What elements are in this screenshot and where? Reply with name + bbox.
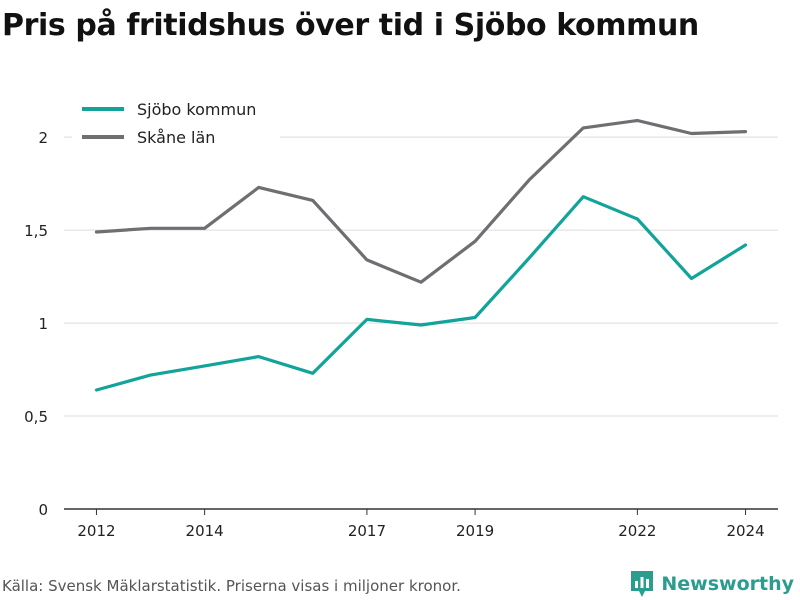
x-tick-label: 2024 [726,522,764,540]
chart-title: Pris på fritidshus över tid i Sjöbo komm… [2,8,699,43]
x-tick-label: 2022 [618,522,656,540]
series-line-sk-ne-l-n [94,118,748,284]
series-lines [94,118,748,392]
y-tick-label: 0 [38,501,48,519]
legend: Sjöbo kommun Skåne län [72,92,280,154]
source-caption: Källa: Svensk Mäklarstatistik. Priserna … [2,577,461,595]
brand-name: Newsworthy [661,573,794,595]
y-tick-label: 1 [38,315,48,333]
x-tick-label: 2014 [186,522,224,540]
y-tick-label: 0,5 [24,408,48,426]
legend-label: Skåne län [137,128,215,147]
y-tick-label: 1,5 [24,222,48,240]
legend-background [72,92,280,154]
legend-label: Sjöbo kommun [137,100,256,119]
x-tick-label: 2012 [77,522,115,540]
x-tick-label: 2019 [456,522,494,540]
newsworthy-logo-icon [631,571,654,597]
x-tick-label: 2017 [348,522,386,540]
gridlines [64,136,778,417]
series-line-sj-bo-kommun [94,195,748,392]
brand-logo: Newsworthy [629,568,794,600]
axes: 0 0,5 1 1,5 2 2012 2014 2017 2019 2022 2024 [24,129,778,540]
y-tick-label: 2 [38,129,48,147]
